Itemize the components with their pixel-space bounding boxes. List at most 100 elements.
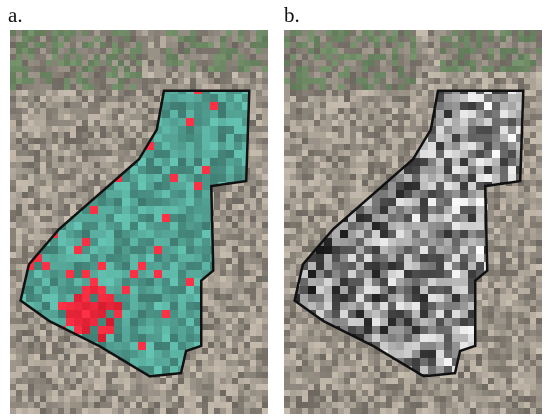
aerial-texture <box>10 252 16 258</box>
aerial-texture <box>374 96 380 102</box>
region-pixel <box>114 198 122 206</box>
aerial-texture <box>22 216 28 222</box>
aerial-texture <box>232 276 238 282</box>
aerial-texture <box>40 336 46 342</box>
aerial-texture <box>190 354 196 360</box>
aerial-texture <box>262 36 268 42</box>
aerial-texture <box>530 90 536 96</box>
aerial-texture <box>64 48 70 54</box>
aerial-texture <box>52 324 58 330</box>
aerial-texture <box>52 396 58 402</box>
aerial-texture <box>250 168 256 174</box>
aerial-texture <box>94 60 100 66</box>
aerial-texture <box>64 30 70 36</box>
region-pixel <box>50 246 58 254</box>
aerial-texture <box>88 144 94 150</box>
aerial-texture <box>326 96 332 102</box>
aerial-texture <box>184 30 190 36</box>
aerial-texture <box>518 66 524 72</box>
region-pixel <box>162 238 170 246</box>
aerial-texture <box>106 378 112 384</box>
aerial-texture <box>332 108 338 114</box>
aerial-texture <box>302 120 308 126</box>
aerial-texture <box>416 72 422 78</box>
aerial-texture <box>46 360 52 366</box>
region-pixel <box>74 262 82 270</box>
aerial-texture <box>524 180 530 186</box>
aerial-texture <box>10 204 16 210</box>
aerial-texture <box>326 84 332 90</box>
region-pixel <box>66 238 74 246</box>
region-pixel <box>226 126 234 134</box>
aerial-texture <box>160 402 166 408</box>
aerial-texture <box>262 222 268 228</box>
aerial-texture <box>256 156 262 162</box>
aerial-texture <box>220 252 226 258</box>
aerial-texture <box>314 132 320 138</box>
aerial-texture <box>416 78 422 84</box>
aerial-texture <box>208 378 214 384</box>
aerial-texture <box>362 90 368 96</box>
aerial-texture <box>64 84 70 90</box>
aerial-texture <box>82 54 88 60</box>
region-pixel <box>114 246 122 254</box>
aerial-texture <box>428 78 434 84</box>
aerial-texture <box>356 66 362 72</box>
aerial-texture <box>368 30 374 36</box>
aerial-texture <box>82 96 88 102</box>
aerial-texture <box>70 354 76 360</box>
aerial-texture <box>130 366 136 372</box>
aerial-texture <box>124 72 130 78</box>
aerial-texture <box>244 66 250 72</box>
aerial-texture <box>250 48 256 54</box>
aerial-texture <box>256 240 262 246</box>
aerial-texture <box>494 42 500 48</box>
aerial-texture <box>136 372 142 378</box>
aerial-texture <box>28 366 34 372</box>
region-pixel <box>186 126 194 134</box>
region-pixel <box>98 190 106 198</box>
aerial-texture <box>482 78 488 84</box>
aerial-texture <box>296 108 302 114</box>
aerial-texture <box>302 156 308 162</box>
region-pixel <box>138 230 146 238</box>
aerial-texture <box>58 210 64 216</box>
region-pixel <box>98 302 106 310</box>
aerial-texture <box>302 144 308 150</box>
region-pixel <box>74 254 82 262</box>
aerial-texture <box>482 84 488 90</box>
aerial-texture <box>368 174 374 180</box>
aerial-texture <box>130 132 136 138</box>
region-pixel <box>162 166 170 174</box>
region-pixel <box>202 142 210 150</box>
region-pixel <box>154 158 162 166</box>
region-pixel <box>202 126 210 134</box>
aerial-texture <box>40 342 46 348</box>
aerial-texture <box>368 72 374 78</box>
aerial-texture <box>82 120 88 126</box>
aerial-texture <box>196 366 202 372</box>
aerial-texture <box>238 372 244 378</box>
aerial-texture <box>250 84 256 90</box>
aerial-texture <box>70 132 76 138</box>
aerial-texture <box>488 72 494 78</box>
aerial-texture <box>28 408 34 414</box>
aerial-texture <box>118 126 124 132</box>
aerial-texture <box>326 156 332 162</box>
aerial-texture <box>64 132 70 138</box>
region-pixel <box>130 214 138 222</box>
aerial-texture <box>238 84 244 90</box>
aerial-texture <box>10 60 16 66</box>
aerial-texture <box>94 120 100 126</box>
aerial-texture <box>112 372 118 378</box>
aerial-texture <box>112 354 118 360</box>
aerial-texture <box>284 42 290 48</box>
aerial-texture <box>70 120 76 126</box>
aerial-texture <box>172 36 178 42</box>
aerial-texture <box>308 102 314 108</box>
aerial-texture <box>190 30 196 36</box>
aerial-texture <box>106 72 112 78</box>
aerial-texture <box>196 402 202 408</box>
aerial-texture <box>290 180 296 186</box>
aerial-texture <box>76 180 82 186</box>
